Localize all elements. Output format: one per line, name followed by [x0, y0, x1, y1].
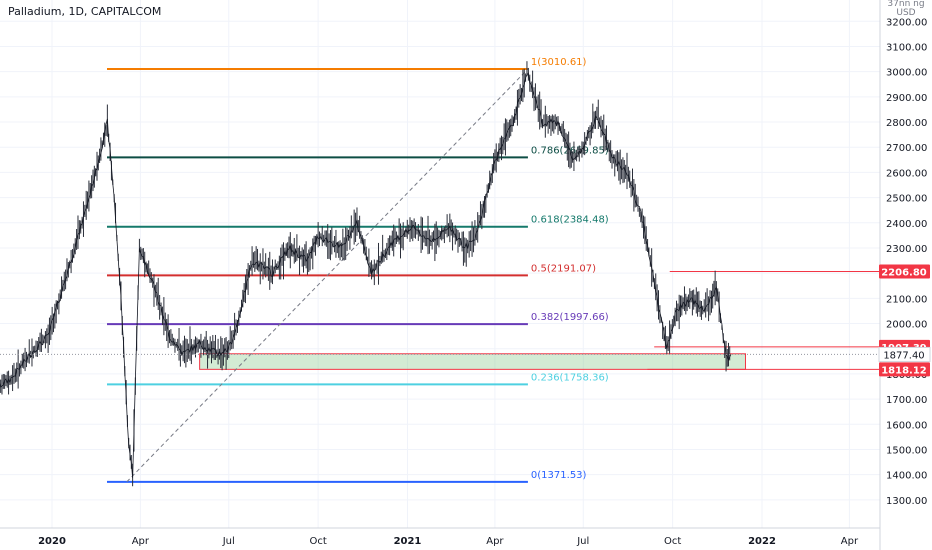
price-line	[0, 72, 732, 478]
fib-label: 1(3010.61)	[531, 57, 587, 68]
y-tick-label: 3000.00	[886, 68, 927, 79]
x-tick-label: 2022	[748, 536, 776, 547]
y-tick-label: 2600.00	[886, 168, 927, 179]
price-series	[0, 61, 732, 487]
fib-label: 0(1371.53)	[531, 470, 587, 481]
y-tick-label: 3200.00	[886, 17, 927, 28]
x-axis-ticks[interactable]: 2020 Apr Jul Oct 2021 Apr Jul Oct 2022 Apr	[38, 536, 859, 547]
price-tag-label: 1818.12	[881, 365, 927, 376]
x-tick-label: Apr	[486, 536, 504, 547]
support-zone-rect	[199, 353, 746, 370]
y-tick-label: 1300.00	[886, 496, 927, 507]
x-tick-label: 2021	[394, 536, 422, 547]
fib-label: 0.236(1758.36)	[531, 372, 609, 383]
y-tick-label: 1600.00	[886, 420, 927, 431]
current-price-tag-box	[878, 346, 931, 362]
x-tick-label: Jul	[576, 536, 589, 547]
current-price-tag-label: 1877.40	[883, 350, 924, 361]
y-tick-label: 2700.00	[886, 143, 927, 154]
x-tick-label: Jul	[222, 536, 235, 547]
y-axis-ticks[interactable]: 1300.001400.001500.001600.001700.001800.…	[886, 17, 927, 507]
fib-label: 0.5(2191.07)	[531, 263, 596, 274]
price-tag-box	[879, 264, 930, 279]
x-tick-label: Apr	[132, 536, 150, 547]
chart-title: Palladium, 1D, CAPITALCOM	[8, 5, 161, 18]
x-tick-label: Oct	[309, 536, 326, 547]
diagonal-trend-line[interactable]	[126, 68, 529, 483]
horizontal-lines[interactable]	[647, 270, 880, 370]
y-tick-label: 1500.00	[886, 445, 927, 456]
y-tick-label: 2400.00	[886, 219, 927, 230]
fib-retracement[interactable]: 1(3010.61)0.786(2659.85)0.618(2384.48)0.…	[107, 57, 609, 483]
price-tag-box	[879, 362, 930, 377]
y-tick-label: 2500.00	[886, 194, 927, 205]
y-tick-label: 2100.00	[886, 294, 927, 305]
fib-label: 0.618(2384.48)	[531, 215, 609, 226]
support-zone	[199, 353, 746, 370]
price-tag-label: 2206.80	[881, 267, 927, 278]
y-tick-label: 2900.00	[886, 93, 927, 104]
y-axis-unit-partial: 37nn ng	[887, 0, 924, 9]
y-tick-label: 2300.00	[886, 244, 927, 255]
y-tick-label: 1700.00	[886, 395, 927, 406]
x-tick-label: Oct	[664, 536, 681, 547]
y-tick-label: 1400.00	[886, 471, 927, 482]
fib-diagonal	[126, 68, 529, 483]
y-axis-unit: USD	[896, 8, 915, 18]
x-tick-label: 2020	[38, 536, 66, 547]
y-tick-label: 2000.00	[886, 320, 927, 331]
x-tick-label: Apr	[841, 536, 859, 547]
y-tick-label: 2800.00	[886, 118, 927, 129]
grid	[0, 0, 880, 528]
fib-label: 0.382(1997.66)	[531, 312, 609, 323]
y-tick-label: 3100.00	[886, 42, 927, 53]
